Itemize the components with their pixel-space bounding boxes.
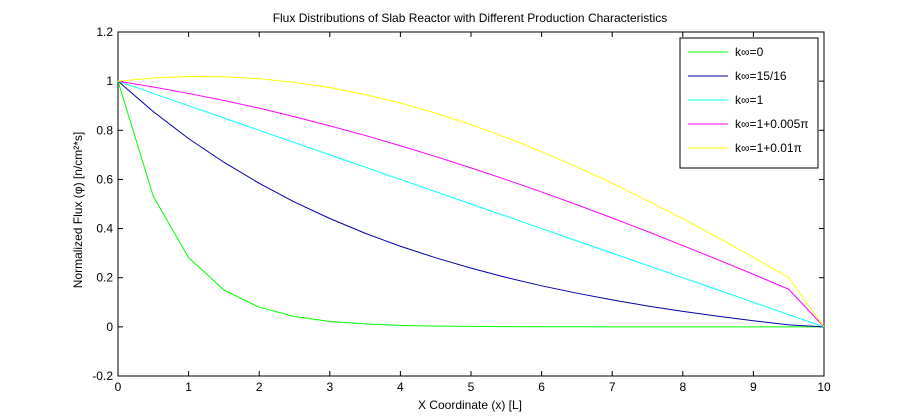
- series-line-2: [117, 80, 825, 328]
- series-line-3: [117, 80, 825, 328]
- y-tick-label: 0: [106, 320, 113, 334]
- y-axis: -0.2 0 0.2 0.4 0.6 0.8 1 1.2: [92, 25, 824, 383]
- legend: k∞=0 k∞=15/16 k∞=1 k∞=1+0.005π k∞=1+0.01π: [679, 37, 819, 169]
- x-axis-label: X Coordinate (x) [L]: [418, 398, 522, 412]
- y-tick-label: 0.6: [96, 172, 113, 186]
- y-tick-label: 1: [106, 74, 113, 88]
- legend-box: [679, 37, 819, 169]
- x-tick-label: 4: [397, 380, 404, 394]
- x-axis: 0 1 2 3 4 5 6 7 8 9 10: [115, 32, 831, 394]
- legend-label: k∞=1+0.005π: [735, 117, 809, 131]
- y-tick-label: 0.4: [96, 222, 113, 236]
- x-tick-label: 9: [750, 380, 757, 394]
- chart-title: Flux Distributions of Slab Reactor with …: [273, 11, 668, 25]
- legend-label: k∞=15/16: [735, 69, 787, 83]
- series-line-4: [117, 75, 825, 328]
- legend-label: k∞=0: [735, 45, 764, 59]
- x-tick-label: 10: [817, 380, 831, 394]
- series-line-0: [117, 80, 824, 328]
- y-tick-label: 0.8: [96, 123, 113, 137]
- legend-label: k∞=1+0.01π: [735, 141, 802, 155]
- y-axis-label: Normalized Flux (φ) [n/cm²*s]: [71, 132, 85, 288]
- x-tick-label: 0: [115, 380, 122, 394]
- y-tick-label: 0.2: [96, 271, 113, 285]
- x-tick-label: 8: [679, 380, 686, 394]
- x-tick-label: 2: [256, 380, 263, 394]
- series-line-1: [117, 80, 825, 328]
- y-tick-label: 1.2: [96, 25, 113, 39]
- x-tick-label: 3: [326, 380, 333, 394]
- series-lines: [117, 75, 825, 328]
- x-tick-label: 7: [609, 380, 616, 394]
- x-tick-label: 6: [538, 380, 545, 394]
- x-tick-label: 1: [185, 380, 192, 394]
- x-tick-label: 5: [468, 380, 475, 394]
- y-tick-label: -0.2: [92, 369, 113, 383]
- legend-label: k∞=1: [735, 93, 764, 107]
